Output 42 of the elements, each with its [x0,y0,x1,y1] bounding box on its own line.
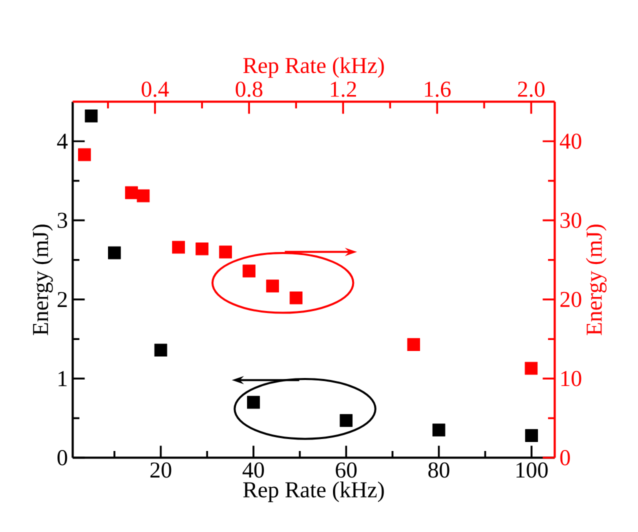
x-tick-label: 1.2 [330,82,356,97]
y-tick-label: 30 [560,212,582,228]
y-tick-label: 3 [58,212,68,228]
point [78,148,91,162]
x-tick-label: 80 [428,462,450,478]
y-axis-title: Energy (mJ) [32,224,53,336]
x-tick-label: 0.4 [142,82,169,97]
x-tick-label: 0.8 [236,82,262,97]
point [84,110,98,122]
point [525,429,538,442]
point [266,280,279,292]
y-tick-label: 2 [58,292,67,307]
y-tick-label: 20 [560,292,582,308]
x-tick-label: 2.0 [518,82,545,97]
x-axis-title: Rep Rate (kHz) [243,482,384,502]
point [136,189,150,202]
y-tick-label: 40 [560,134,582,149]
point [290,291,302,304]
y-tick-label: 4 [57,134,68,149]
point [407,338,420,351]
x-tick-label: 100 [516,462,548,478]
point [524,362,538,375]
y-axis-title: Energy (mJ) [586,224,607,336]
point [125,186,138,200]
point [219,246,232,258]
y-tick-label: 0 [560,450,570,466]
x-tick-label: 60 [336,462,357,478]
point [172,240,185,254]
y-tick-label: 0 [58,450,68,466]
point [196,242,208,256]
y-tick-label: 10 [561,370,582,386]
point [154,344,168,357]
point [340,414,353,427]
y-tick-label: 1 [58,371,67,386]
point [247,396,260,409]
point [108,246,121,260]
x-tick-label: 1.6 [424,82,451,97]
x-axis-title: Rep Rate (kHz) [243,57,384,78]
point [242,264,256,278]
x-tick-label: 20 [150,462,172,478]
x-tick-label: 40 [242,462,264,478]
point [432,424,446,436]
